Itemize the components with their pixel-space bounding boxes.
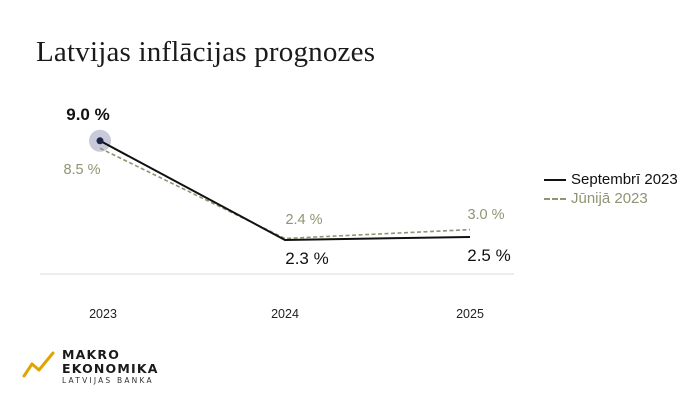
series-line-september — [99, 139, 471, 241]
data-label-june-2024: 2.4 % — [285, 212, 322, 228]
legend-label-september: Septembrī 2023 — [571, 170, 678, 188]
zigzag-trend-icon — [22, 351, 55, 378]
label-layer: 9.0 % 2.3 % 2.5 % 8.5 % 2.4 % 3.0 % — [63, 105, 510, 268]
makro-ekonomika-logo: MAKRO EKONOMIKA LATVIJAS BANKA — [22, 348, 159, 386]
logo-text-makro: MAKRO — [62, 347, 121, 362]
legend-item-june: Jūnijā 2023 — [544, 189, 678, 208]
legend-swatch-dashed — [544, 197, 566, 200]
chart-title: Latvijas inflācijas prognozes — [36, 36, 376, 68]
data-label-september-2023: 9.0 % — [66, 105, 109, 124]
logo-text-ekonomika: EKONOMIKA — [62, 361, 159, 376]
data-label-june-2025: 3.0 % — [467, 207, 504, 223]
series-layer — [89, 129, 471, 241]
legend-item-september: Septembrī 2023 — [544, 170, 678, 189]
x-axis-ticks: 2023 2024 2025 — [89, 307, 484, 321]
x-tick-label-2024: 2024 — [271, 307, 299, 321]
data-label-june-2023: 8.5 % — [63, 162, 100, 178]
x-tick-label-2025: 2025 — [456, 307, 484, 321]
legend-label-june: Jūnijā 2023 — [571, 189, 648, 207]
data-label-september-2024: 2.3 % — [285, 249, 328, 268]
legend-swatch-solid — [544, 178, 566, 181]
series-line-june — [99, 147, 471, 240]
logo-text-latvijas-banka: LATVIJAS BANKA — [62, 376, 154, 385]
data-label-september-2025: 2.5 % — [467, 246, 510, 265]
highlight-point — [96, 137, 104, 145]
legend: Septembrī 2023 Jūnijā 2023 — [544, 170, 678, 208]
x-tick-label-2023: 2023 — [89, 307, 117, 321]
